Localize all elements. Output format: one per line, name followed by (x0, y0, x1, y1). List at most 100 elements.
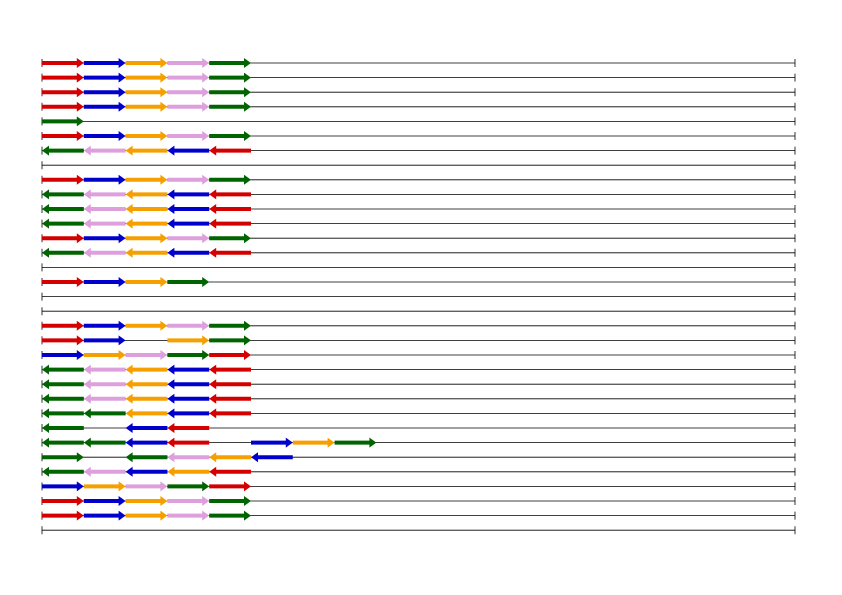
red-gene-arrow-forward (42, 335, 84, 346)
orange-gene-arrow-forward (83, 481, 126, 492)
red-gene-arrow-forward (209, 481, 251, 492)
track-5 (41, 116, 796, 127)
pink-gene-arrow-forward (125, 350, 168, 360)
pink-gene-arrow-reverse (83, 218, 126, 229)
orange-gene-arrow-forward (125, 101, 168, 112)
blue-gene-arrow-forward (83, 233, 126, 244)
track-10 (41, 189, 796, 200)
red-gene-arrow-reverse (167, 423, 210, 433)
green-gene-arrow-reverse (83, 437, 126, 448)
blue-gene-arrow-forward (83, 101, 126, 112)
pink-gene-arrow-forward (167, 174, 210, 185)
green-gene-arrow-forward (167, 277, 210, 287)
blue-gene-arrow-reverse (167, 145, 210, 156)
red-gene-arrow-forward (42, 277, 84, 287)
green-gene-arrow-reverse (42, 145, 84, 156)
track-13 (41, 233, 796, 244)
green-gene-arrow-reverse (42, 189, 84, 200)
green-gene-arrow-forward (209, 510, 251, 521)
pink-gene-arrow-reverse (83, 145, 126, 156)
blue-gene-arrow-forward (83, 320, 126, 331)
pink-gene-arrow-forward (167, 131, 210, 141)
red-gene-arrow-forward (42, 233, 84, 244)
orange-gene-arrow-reverse (125, 247, 168, 258)
blue-gene-arrow-forward (83, 87, 126, 98)
pink-gene-arrow-reverse (83, 189, 126, 200)
pink-gene-arrow-forward (167, 320, 210, 331)
red-gene-arrow-reverse (209, 204, 251, 214)
orange-gene-arrow-forward (125, 131, 168, 141)
red-gene-arrow-reverse (209, 364, 251, 375)
red-gene-arrow-forward (42, 174, 84, 185)
green-gene-arrow-reverse (42, 204, 84, 214)
blue-gene-arrow-forward (83, 174, 126, 185)
blue-gene-arrow-reverse (167, 393, 210, 404)
orange-gene-arrow-reverse (125, 408, 168, 419)
track-12 (41, 218, 796, 229)
red-gene-arrow-forward (42, 72, 84, 83)
orange-gene-arrow-forward (292, 437, 335, 448)
green-gene-arrow-forward (209, 58, 251, 68)
pink-gene-arrow-forward (167, 510, 210, 521)
orange-gene-arrow-forward (125, 320, 168, 331)
orange-gene-arrow-forward (125, 277, 168, 287)
pink-gene-arrow-forward (125, 481, 168, 492)
blue-gene-arrow-reverse (125, 466, 168, 477)
orange-gene-arrow-forward (167, 335, 210, 346)
blue-gene-arrow-reverse (167, 204, 210, 214)
green-gene-arrow-forward (209, 233, 251, 244)
red-gene-arrow-reverse (209, 218, 251, 229)
track-32 (41, 510, 796, 521)
green-gene-arrow-forward (209, 496, 251, 506)
track-29 (41, 466, 796, 477)
red-gene-arrow-forward (209, 350, 251, 360)
green-gene-arrow-forward (209, 174, 251, 185)
track-24 (41, 393, 796, 404)
green-gene-arrow-forward (42, 452, 84, 463)
tracks-layer (41, 58, 796, 535)
track-31 (41, 496, 796, 506)
green-gene-arrow-forward (209, 320, 251, 331)
blue-gene-arrow-forward (83, 72, 126, 83)
green-gene-arrow-forward (209, 72, 251, 83)
track-3 (41, 87, 796, 98)
pink-gene-arrow-forward (167, 496, 210, 506)
green-gene-arrow-reverse (42, 379, 84, 390)
track-16 (41, 277, 796, 287)
green-gene-arrow-reverse (42, 393, 84, 404)
red-gene-arrow-forward (42, 496, 84, 506)
red-gene-arrow-reverse (209, 379, 251, 390)
track-19 (41, 320, 796, 331)
blue-gene-arrow-reverse (167, 408, 210, 419)
green-gene-arrow-reverse (42, 437, 84, 448)
track-20 (41, 335, 796, 346)
track-8 (41, 161, 796, 170)
blue-gene-arrow-reverse (125, 437, 168, 448)
blue-gene-arrow-reverse (167, 247, 210, 258)
orange-gene-arrow-reverse (125, 364, 168, 375)
track-6 (41, 131, 796, 141)
red-gene-arrow-reverse (167, 437, 210, 448)
orange-gene-arrow-reverse (125, 189, 168, 200)
orange-gene-arrow-forward (125, 233, 168, 244)
pink-gene-arrow-forward (167, 87, 210, 98)
pink-gene-arrow-reverse (83, 466, 126, 477)
track-1 (41, 58, 796, 68)
green-gene-arrow-reverse (125, 452, 168, 463)
red-gene-arrow-forward (42, 58, 84, 68)
red-gene-arrow-forward (42, 101, 84, 112)
orange-gene-arrow-forward (125, 58, 168, 68)
pink-gene-arrow-forward (167, 58, 210, 68)
orange-gene-arrow-forward (125, 510, 168, 521)
pink-gene-arrow-reverse (83, 364, 126, 375)
green-gene-arrow-forward (167, 481, 210, 492)
red-gene-arrow-reverse (209, 247, 251, 258)
green-gene-arrow-reverse (42, 408, 84, 419)
blue-gene-arrow-reverse (167, 189, 210, 200)
orange-gene-arrow-forward (125, 72, 168, 83)
green-gene-arrow-forward (209, 101, 251, 112)
green-gene-arrow-reverse (42, 423, 84, 433)
track-11 (41, 204, 796, 214)
blue-gene-arrow-forward (83, 131, 126, 141)
orange-gene-arrow-reverse (125, 393, 168, 404)
